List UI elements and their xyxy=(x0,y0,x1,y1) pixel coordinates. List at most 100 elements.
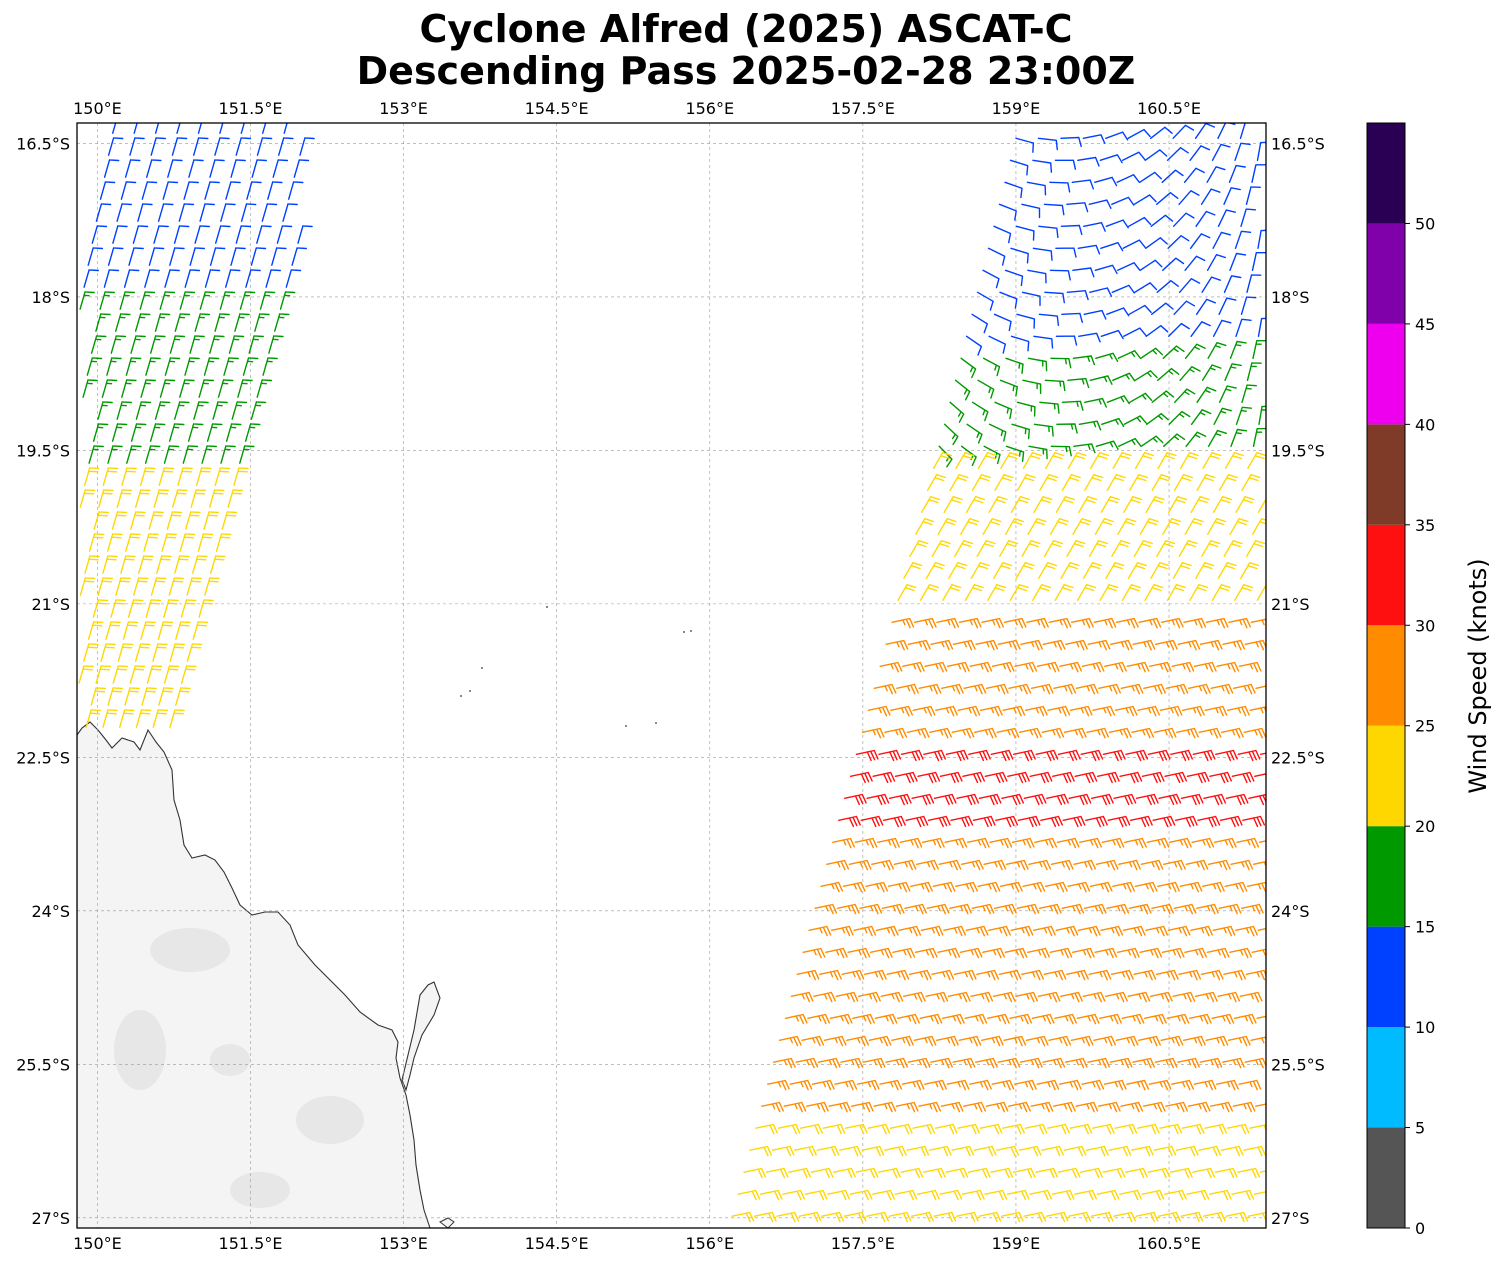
wind-barb xyxy=(1067,881,1091,893)
wind-barb xyxy=(133,123,138,134)
colorbar-segment xyxy=(1367,123,1405,224)
wind-barb xyxy=(960,859,984,871)
wind-barb xyxy=(1141,771,1165,784)
wind-barb xyxy=(859,903,883,915)
wind-barb xyxy=(1105,562,1125,579)
wind-barb xyxy=(910,881,933,893)
wind-barb xyxy=(1041,1145,1064,1157)
wind-barb xyxy=(1047,1123,1070,1135)
wind-barb xyxy=(911,793,935,806)
wind-barb xyxy=(822,1123,846,1135)
wind-barb xyxy=(144,445,161,464)
wind-barb xyxy=(1210,1101,1233,1113)
lat-tick-label-left: 16.5°S xyxy=(16,134,70,153)
colorbar-tick-label: 50 xyxy=(1415,214,1435,233)
wind-barb xyxy=(929,727,952,739)
wind-barb xyxy=(1110,639,1133,651)
wind-barb xyxy=(890,705,913,717)
wind-barb xyxy=(91,225,108,244)
wind-barb xyxy=(1010,925,1034,937)
wind-barb xyxy=(1173,474,1194,491)
wind-barb xyxy=(767,1079,790,1091)
wind-barb xyxy=(1035,1167,1058,1179)
wind-barb xyxy=(1118,859,1141,871)
wind-barb xyxy=(1116,174,1140,183)
wind-barb xyxy=(1021,203,1041,219)
wind-barb xyxy=(902,661,925,673)
wind-barb xyxy=(1047,705,1071,717)
wind-barb xyxy=(1177,639,1201,651)
wind-barb xyxy=(848,859,872,871)
wind-barb xyxy=(1100,496,1120,513)
wind-barb xyxy=(933,1211,957,1223)
wind-barb xyxy=(1077,244,1101,255)
wind-barb xyxy=(885,1057,908,1069)
wind-barb xyxy=(1084,397,1107,408)
wind-barb xyxy=(234,313,250,332)
wind-barb xyxy=(1049,947,1073,959)
wind-barb xyxy=(1195,562,1215,579)
wind-barb xyxy=(1187,1101,1211,1113)
wind-barb xyxy=(1247,452,1266,469)
wind-barb xyxy=(1011,837,1035,849)
lon-tick-label-bottom: 160.5°E xyxy=(1137,1234,1201,1253)
wind-barb xyxy=(192,621,209,640)
wind-barb xyxy=(97,577,113,596)
wind-barb xyxy=(1166,1013,1190,1025)
wind-barb xyxy=(946,661,970,673)
wind-barb xyxy=(92,599,109,618)
wind-barb xyxy=(926,474,947,491)
fraser-island xyxy=(401,981,441,1092)
wind-barb xyxy=(1003,617,1027,629)
lat-tick-label-right: 18°S xyxy=(1271,288,1310,307)
wind-barb xyxy=(1073,443,1096,454)
wind-barb xyxy=(157,621,174,640)
wind-barb xyxy=(1032,247,1053,261)
wind-barb xyxy=(1100,925,1124,937)
lon-tick-label-top: 153°E xyxy=(379,99,428,118)
wind-barb xyxy=(1222,639,1246,651)
wind-barb xyxy=(1111,196,1135,206)
wind-barb xyxy=(132,225,149,244)
wind-barb xyxy=(1193,1079,1217,1091)
wind-barb xyxy=(1230,428,1248,447)
wind-barb xyxy=(957,705,981,717)
wind-barb xyxy=(175,687,191,706)
wind-barb xyxy=(1202,452,1222,469)
wind-barb xyxy=(1164,771,1188,784)
wind-barb xyxy=(193,137,209,156)
wind-barb xyxy=(1082,991,1106,1003)
wind-barb xyxy=(1163,859,1186,871)
wind-barb xyxy=(1135,1211,1159,1223)
wind-barb xyxy=(159,291,176,310)
lat-tick-label-right: 27°S xyxy=(1271,1209,1310,1228)
wind-barb xyxy=(916,859,939,871)
wind-barb xyxy=(993,313,1012,332)
wind-barb xyxy=(256,225,272,244)
wind-barb xyxy=(1129,474,1149,491)
wind-barb xyxy=(1171,1079,1194,1091)
wind-barb xyxy=(1207,859,1231,871)
wind-barb xyxy=(1112,881,1135,893)
wind-barb xyxy=(874,1013,898,1025)
wind-barb xyxy=(1001,793,1024,806)
wind-barb xyxy=(1037,991,1061,1003)
wind-barb xyxy=(936,1035,959,1047)
wind-barb xyxy=(1033,335,1054,349)
wind-barb xyxy=(1087,639,1111,651)
wind-barb xyxy=(1231,1189,1255,1201)
wind-barb xyxy=(1024,1123,1048,1135)
wind-barb xyxy=(884,727,908,739)
wind-barb xyxy=(250,401,267,420)
wind-barb xyxy=(1044,379,1066,392)
wind-barb xyxy=(1091,793,1114,806)
wind-barb xyxy=(1016,401,1036,417)
wind-barb xyxy=(1184,518,1204,535)
wind-barb xyxy=(1061,400,1084,411)
wind-barb xyxy=(997,639,1021,651)
lon-tick-label-bottom: 153°E xyxy=(379,1234,428,1253)
wind-barb xyxy=(1125,749,1149,762)
wind-barb xyxy=(943,423,959,446)
wind-barb xyxy=(994,401,1013,420)
wind-barb xyxy=(1151,302,1174,315)
